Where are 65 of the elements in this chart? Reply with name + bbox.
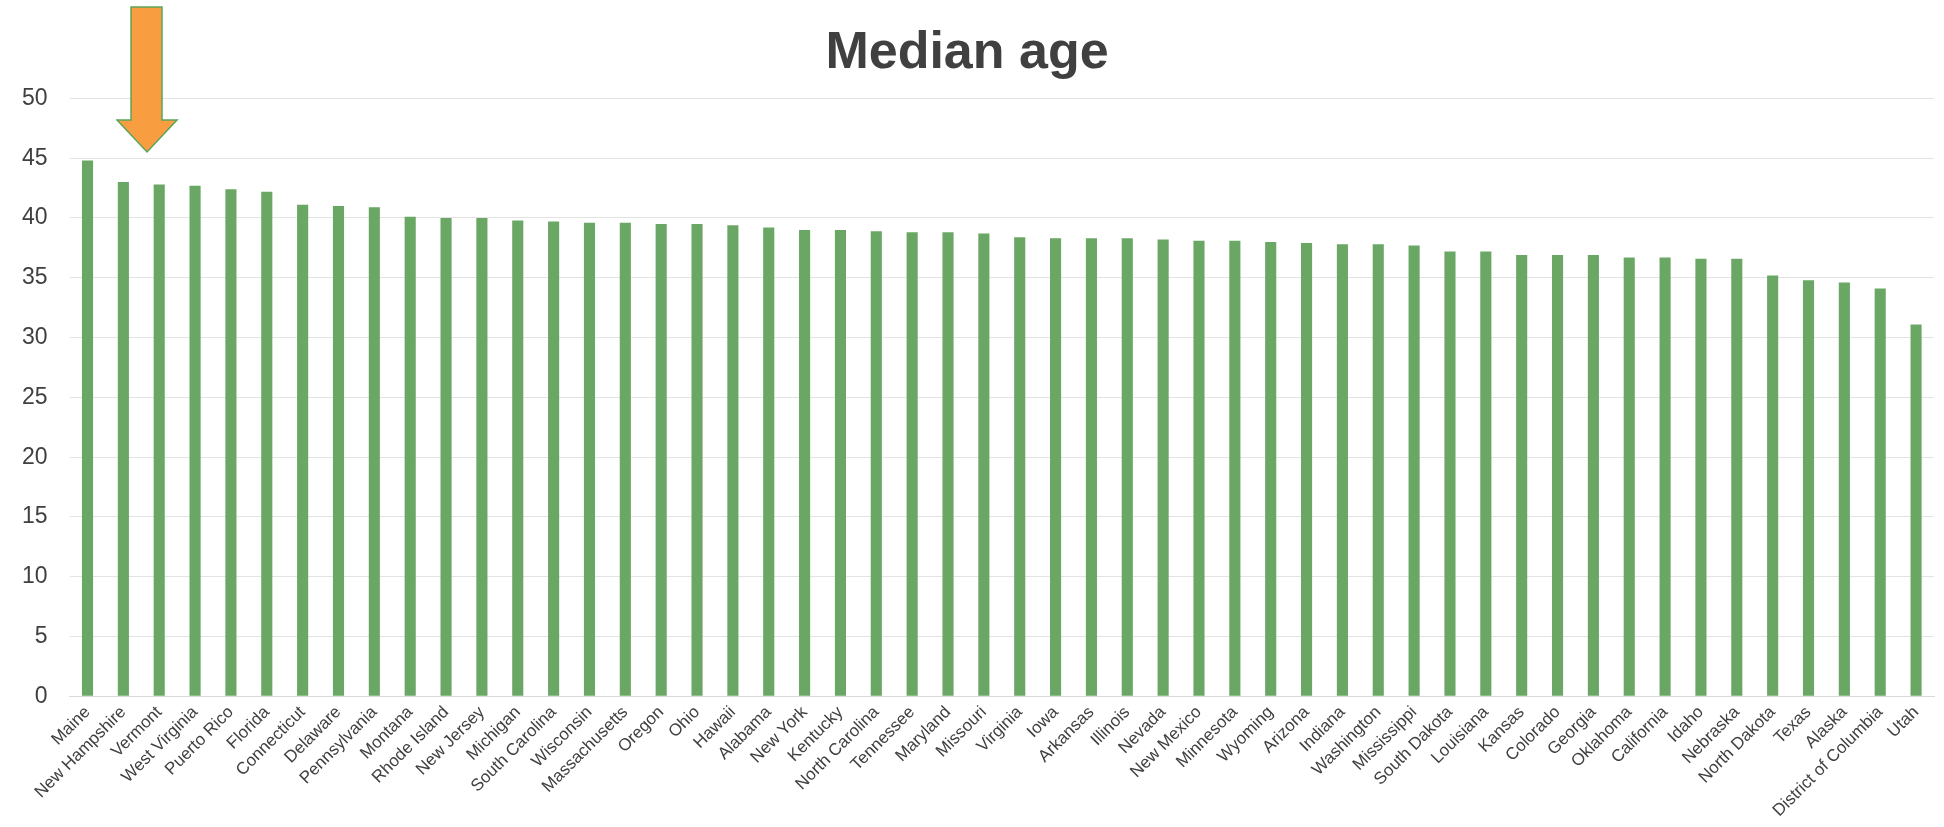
bar [1229,240,1241,696]
x-tick-label: Utah [1883,702,1923,742]
y-tick-label: 0 [34,681,48,708]
bar [297,204,309,696]
y-tick-label: 10 [21,562,48,589]
y-tick-label: 45 [21,143,48,170]
bar [117,182,129,696]
y-tick-label: 15 [21,502,48,529]
bar [906,232,918,696]
bar [1121,238,1133,696]
bar [1444,251,1456,696]
bar [261,191,273,696]
bar [1838,282,1850,696]
bar [1695,258,1707,696]
bar [225,189,237,696]
bar [691,223,703,696]
bar [404,216,416,696]
bar [799,229,811,696]
y-tick-label: 40 [21,203,48,230]
bar [1300,243,1313,696]
bar [1659,257,1671,696]
bar [1767,275,1779,696]
bar [1551,255,1564,696]
bar [476,217,488,696]
bar [1372,244,1384,696]
bar [1014,237,1026,696]
bar [942,232,954,696]
y-tick-label: 20 [21,442,48,469]
bar [619,222,631,696]
bar [583,222,596,696]
bar [1193,240,1205,696]
bar [834,229,847,696]
bar [727,225,739,696]
bar [1623,257,1635,696]
bar [1516,255,1528,696]
bar [548,221,560,696]
chart-title: Median age [825,20,1109,79]
bar [870,231,882,696]
y-tick-label: 30 [21,322,48,349]
y-tick-label: 25 [21,382,48,409]
bar [978,233,990,696]
bar [440,217,452,696]
bar [1050,238,1062,696]
y-tick-label: 50 [21,83,48,110]
bar [1802,280,1815,696]
bar [1910,324,1922,696]
bar [1587,255,1599,696]
bar [512,220,524,696]
bar [368,207,380,696]
y-tick-label: 35 [21,263,48,290]
bar [1157,239,1169,696]
bar [1265,241,1277,696]
bar [81,160,94,696]
bar [1408,245,1420,696]
bar [763,227,775,696]
bar [1085,238,1097,696]
bar [1336,244,1348,696]
bar [332,206,345,696]
y-tick-label: 5 [34,621,48,648]
bar [153,184,165,696]
bar [189,185,201,696]
bar [1731,258,1743,696]
bar [1874,288,1886,696]
bar [655,223,667,696]
bar [1480,251,1492,696]
